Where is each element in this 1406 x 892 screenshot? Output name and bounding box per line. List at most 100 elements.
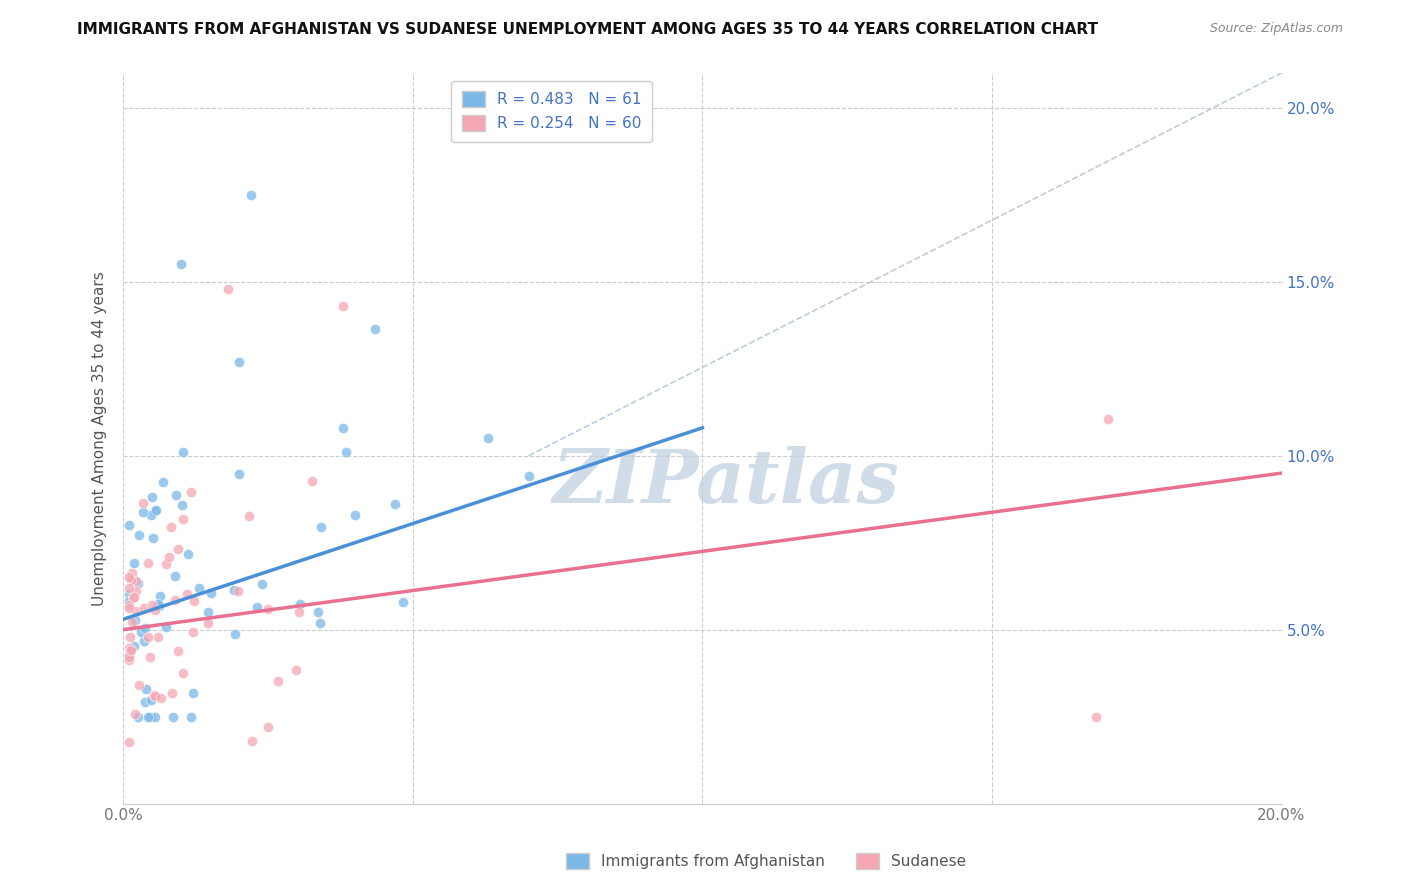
Point <box>125 584 148 599</box>
Point <box>141 531 163 545</box>
Point <box>285 663 308 677</box>
Point <box>142 688 165 702</box>
Y-axis label: Unemployment Among Ages 35 to 44 years: Unemployment Among Ages 35 to 44 years <box>93 271 107 606</box>
Point <box>118 570 141 584</box>
Point <box>160 686 183 700</box>
Point <box>150 691 173 706</box>
Point <box>149 589 172 603</box>
Point <box>134 634 156 648</box>
Point <box>165 593 187 607</box>
Point <box>146 630 169 644</box>
Point <box>200 586 222 600</box>
Point <box>141 508 163 523</box>
Point <box>143 690 166 704</box>
Point <box>170 257 193 271</box>
Point <box>343 508 366 523</box>
Point <box>392 595 415 609</box>
Point <box>224 627 246 641</box>
Point <box>176 547 198 561</box>
Point <box>239 187 262 202</box>
Point <box>180 485 202 500</box>
Point <box>118 587 141 601</box>
Point <box>148 599 170 613</box>
Point <box>181 624 204 639</box>
Point <box>517 469 540 483</box>
Point <box>226 584 249 599</box>
Point <box>121 615 143 629</box>
Point <box>197 606 219 620</box>
Point <box>124 706 146 721</box>
Point <box>121 566 143 580</box>
Point <box>287 605 309 619</box>
Point <box>217 282 239 296</box>
Point <box>224 582 246 597</box>
Point <box>132 601 155 615</box>
Point <box>172 445 194 459</box>
Point <box>121 573 143 587</box>
Point <box>128 528 150 542</box>
Point <box>134 621 156 635</box>
Text: ZIPatlas: ZIPatlas <box>553 446 898 518</box>
Legend: Immigrants from Afghanistan, Sudanese: Immigrants from Afghanistan, Sudanese <box>560 847 973 875</box>
Point <box>143 504 166 518</box>
Point <box>134 696 156 710</box>
Point <box>136 631 159 645</box>
Point <box>122 556 145 570</box>
Text: IMMIGRANTS FROM AFGHANISTAN VS SUDANESE UNEMPLOYMENT AMONG AGES 35 TO 44 YEARS C: IMMIGRANTS FROM AFGHANISTAN VS SUDANESE … <box>77 22 1098 37</box>
Point <box>155 557 177 571</box>
Point <box>301 474 323 488</box>
Point <box>167 541 190 556</box>
Point <box>118 517 141 532</box>
Point <box>129 625 152 640</box>
Point <box>197 616 219 631</box>
Point <box>228 467 250 482</box>
Point <box>152 475 174 489</box>
Point <box>364 321 387 335</box>
Point <box>187 581 209 595</box>
Point <box>159 520 181 534</box>
Point <box>118 594 141 608</box>
Point <box>118 650 141 665</box>
Point <box>183 593 205 607</box>
Point <box>141 491 163 505</box>
Point <box>145 502 167 516</box>
Point <box>118 735 141 749</box>
Point <box>176 587 198 601</box>
Point <box>143 602 166 616</box>
Point <box>384 497 406 511</box>
Point <box>118 640 141 655</box>
Point <box>242 734 264 748</box>
Point <box>120 643 142 657</box>
Point <box>332 299 354 313</box>
Point <box>1097 411 1119 425</box>
Point <box>132 496 155 510</box>
Point <box>124 591 146 605</box>
Point <box>136 557 159 571</box>
Point <box>228 355 250 369</box>
Point <box>118 598 141 612</box>
Point <box>183 685 205 699</box>
Point <box>145 709 167 723</box>
Point <box>1085 709 1108 723</box>
Point <box>250 577 273 591</box>
Point <box>477 431 499 445</box>
Point <box>335 445 357 459</box>
Point <box>163 568 186 582</box>
Point <box>159 550 181 565</box>
Point <box>124 574 146 588</box>
Point <box>172 498 194 512</box>
Point <box>134 681 156 696</box>
Point <box>167 644 190 658</box>
Point <box>165 488 187 502</box>
Point <box>118 630 141 644</box>
Point <box>118 644 141 658</box>
Point <box>172 512 194 526</box>
Point <box>132 505 155 519</box>
Point <box>267 674 290 689</box>
Legend: R = 0.483   N = 61, R = 0.254   N = 60: R = 0.483 N = 61, R = 0.254 N = 60 <box>451 80 652 142</box>
Point <box>155 620 177 634</box>
Point <box>118 581 141 595</box>
Point <box>124 639 146 653</box>
Point <box>246 600 269 615</box>
Point <box>311 520 333 534</box>
